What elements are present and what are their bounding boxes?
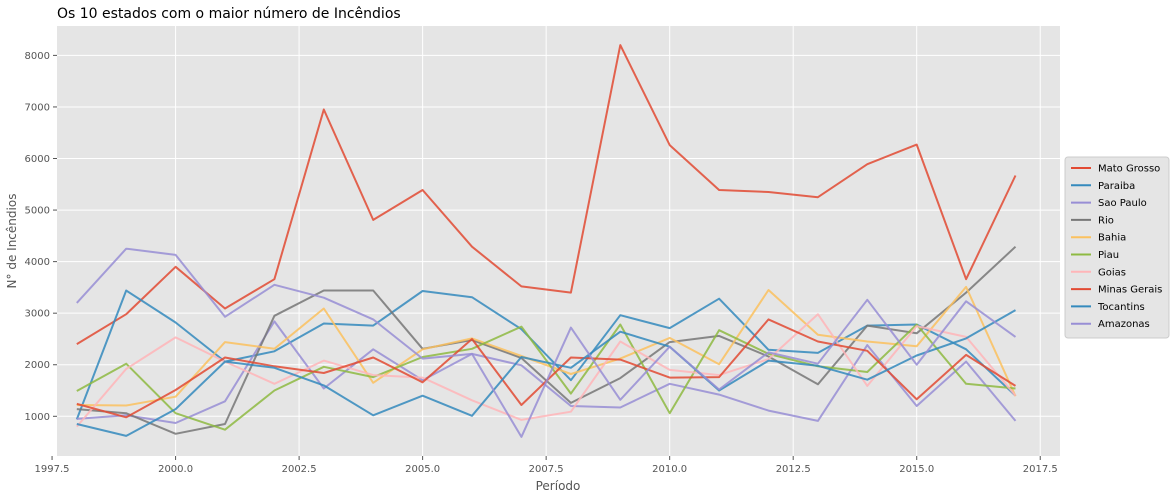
y-tick-label: 6000 (25, 154, 50, 165)
x-tick-label: 2017.5 (1023, 464, 1058, 475)
series-line (76, 323, 1016, 431)
legend-label: Paraiba (1098, 181, 1135, 192)
legend-label: Goias (1098, 267, 1126, 278)
y-tick-label: 1000 (25, 412, 50, 423)
x-tick-label: 2000.0 (158, 464, 193, 475)
y-tick-label: 5000 (25, 206, 50, 217)
y-tick-label: 8000 (25, 51, 50, 62)
y-axis-ticks: 1000 2000 3000 4000 5000 6000 7000 8000 (25, 51, 57, 423)
legend: Mato Grosso Paraiba Sao Paulo Rio Bahia Piau G… (1064, 156, 1170, 339)
series-line (76, 247, 1017, 438)
y-tick-label: 7000 (25, 102, 50, 113)
y-tick-label: 3000 (25, 309, 50, 320)
legend-label: Piau (1098, 250, 1119, 261)
legend-label: Minas Gerais (1098, 285, 1162, 296)
legend-label: Mato Grosso (1098, 164, 1160, 175)
x-axis-label: Período (536, 479, 581, 493)
legend-label: Bahia (1098, 233, 1126, 244)
series-line (76, 44, 1017, 345)
series-line (76, 285, 1017, 407)
x-tick-label: 2002.5 (282, 464, 317, 475)
legend-label: Tocantins (1097, 302, 1145, 313)
y-tick-label: 4000 (25, 257, 50, 268)
y-axis-label: N° de Incêndios (5, 194, 19, 289)
legend-label: Sao Paulo (1098, 198, 1147, 209)
x-axis-ticks: 1997.5 2000.0 2002.5 2005.0 2007.5 2010.0 2012… (35, 456, 1058, 475)
legend-label: Amazonas (1098, 319, 1150, 330)
series-lines (75, 44, 1017, 438)
x-tick-label: 2005.0 (405, 464, 440, 475)
series-line (76, 313, 1017, 428)
plot-area (57, 26, 1060, 456)
chart-title: Os 10 estados com o maior número de Incê… (57, 6, 401, 22)
series-line (76, 309, 1016, 437)
series-line (76, 320, 1017, 424)
y-tick-label: 2000 (25, 360, 50, 371)
x-tick-label: 2012.5 (776, 464, 811, 475)
x-tick-label: 2015.0 (899, 464, 934, 475)
x-tick-label: 1997.5 (35, 464, 70, 475)
legend-label: Rio (1098, 215, 1114, 226)
x-tick-label: 2010.0 (652, 464, 687, 475)
x-tick-label: 2007.5 (529, 464, 564, 475)
